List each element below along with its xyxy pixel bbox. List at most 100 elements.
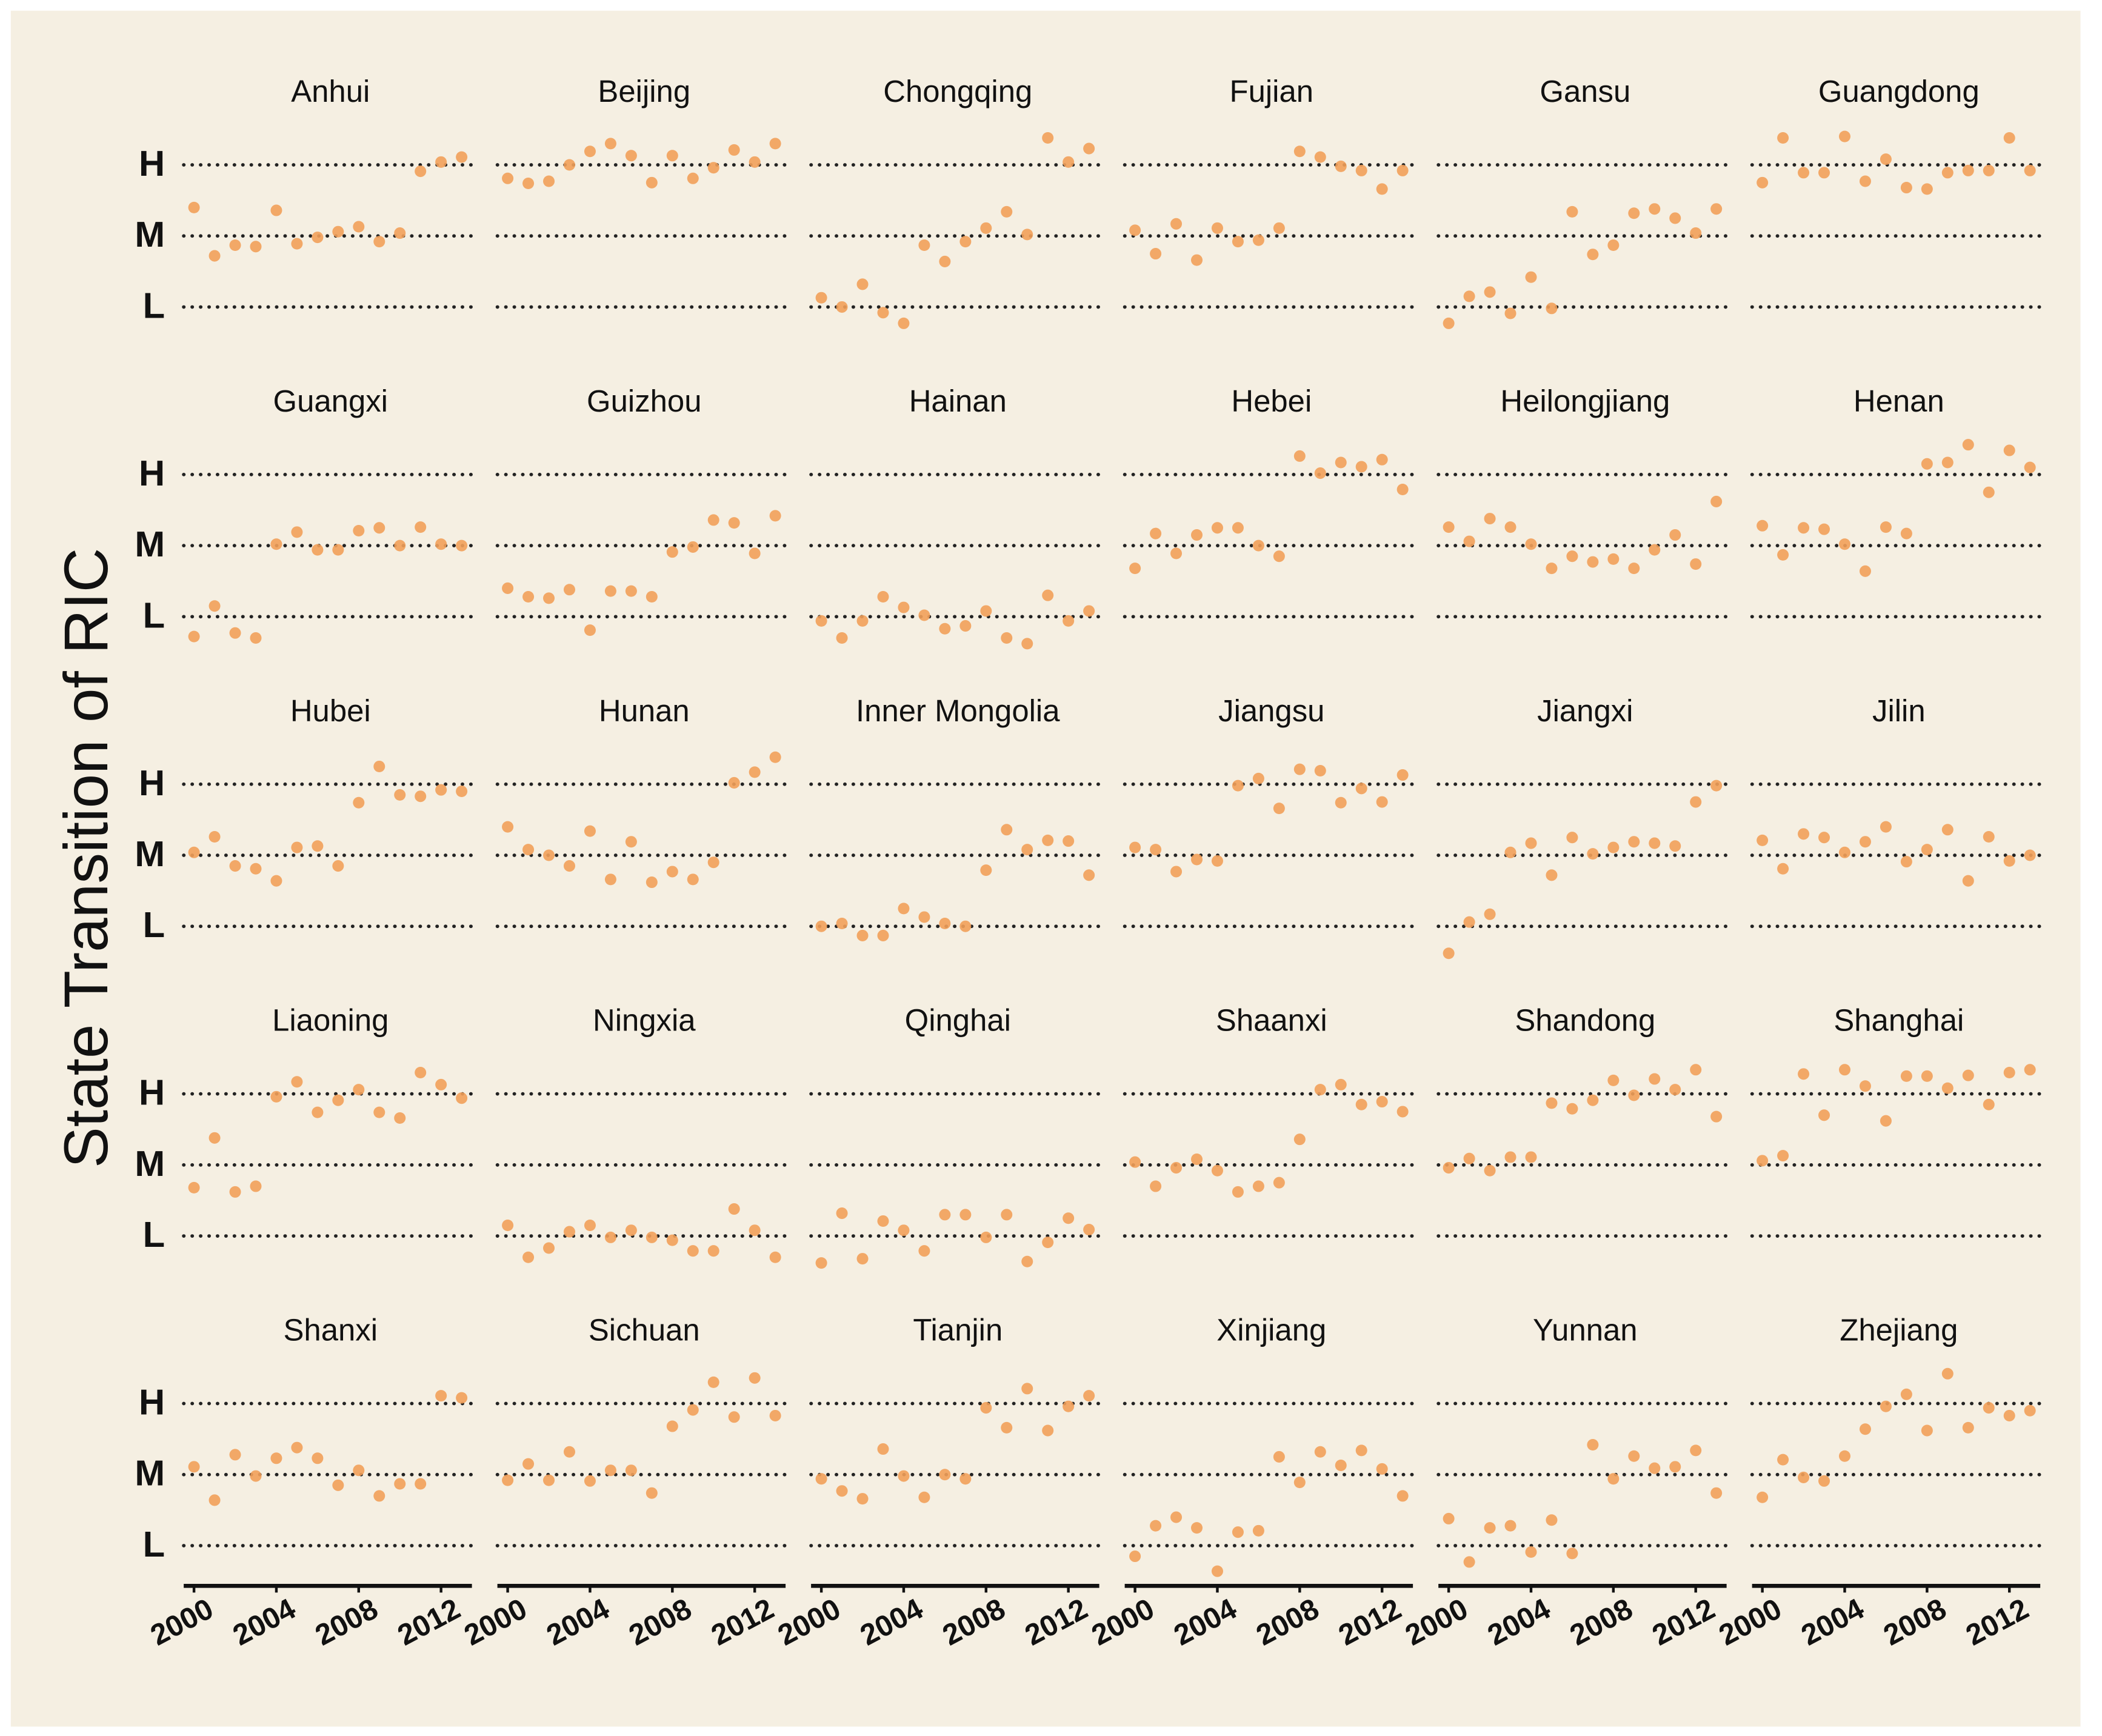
point: [522, 590, 535, 603]
point: [291, 526, 303, 538]
point: [353, 1464, 365, 1477]
point: [229, 239, 241, 251]
point: [1628, 1089, 1640, 1101]
point: [707, 1376, 719, 1388]
point: [959, 1209, 972, 1221]
point: [1001, 1421, 1013, 1434]
point: [877, 1215, 889, 1227]
point: [980, 1402, 992, 1414]
panel-title: Hainan: [909, 384, 1007, 418]
point: [1150, 1180, 1162, 1192]
y-tick-label: H: [139, 1382, 165, 1423]
point: [250, 241, 262, 253]
point: [1690, 796, 1702, 808]
point: [332, 544, 344, 556]
point: [415, 521, 427, 533]
point: [604, 1464, 616, 1477]
point: [1170, 547, 1183, 559]
point: [1063, 1212, 1075, 1224]
point: [1587, 1094, 1599, 1106]
point: [394, 1112, 406, 1124]
point: [1211, 1565, 1223, 1577]
point: [1859, 175, 1871, 187]
point: [1396, 1490, 1409, 1502]
point: [188, 630, 200, 643]
point: [1669, 1461, 1681, 1473]
point: [646, 1231, 658, 1243]
point: [918, 1245, 930, 1257]
point: [1607, 1473, 1620, 1485]
point: [1628, 563, 1640, 575]
point: [666, 1420, 678, 1432]
point: [1649, 837, 1661, 849]
point: [1838, 1064, 1851, 1076]
point: [1443, 1162, 1455, 1174]
point: [229, 1449, 241, 1461]
point: [898, 1224, 910, 1237]
point: [1504, 307, 1516, 319]
point: [749, 547, 761, 559]
point: [270, 204, 282, 216]
point: [353, 221, 365, 233]
point: [1628, 836, 1640, 848]
point: [1710, 1487, 1723, 1499]
point: [728, 144, 740, 156]
point: [291, 841, 303, 853]
point: [1546, 1097, 1558, 1109]
point: [707, 162, 719, 174]
panel-title: Liaoning: [272, 1003, 389, 1038]
y-tick-label: L: [143, 285, 165, 326]
point: [250, 1470, 262, 1482]
point: [959, 1473, 972, 1485]
point: [815, 292, 827, 304]
point: [1649, 203, 1661, 215]
point: [687, 1404, 699, 1416]
point: [435, 1078, 447, 1090]
point: [1504, 846, 1516, 858]
point: [209, 831, 221, 843]
panel-title: Shandong: [1515, 1003, 1655, 1038]
point: [1798, 522, 1810, 534]
point: [2024, 461, 2036, 473]
point: [229, 1186, 241, 1198]
point: [666, 150, 678, 162]
point: [898, 317, 910, 329]
point: [1083, 605, 1095, 617]
point: [394, 1478, 406, 1490]
point: [1293, 1133, 1306, 1146]
point: [980, 1231, 992, 1243]
point: [666, 546, 678, 558]
point: [1710, 203, 1723, 215]
point: [815, 920, 827, 932]
point: [332, 860, 344, 872]
point: [877, 307, 889, 319]
point: [1314, 467, 1326, 479]
point: [502, 582, 514, 594]
point: [1063, 615, 1075, 627]
point: [1314, 764, 1326, 777]
point: [1314, 1084, 1326, 1096]
point: [707, 514, 719, 526]
point: [1355, 461, 1367, 473]
point: [687, 541, 699, 553]
point: [898, 903, 910, 915]
point: [1252, 1180, 1264, 1192]
point: [291, 238, 303, 250]
point: [1859, 1423, 1871, 1435]
point: [769, 1409, 781, 1421]
point: [1170, 1162, 1183, 1174]
point: [1021, 1383, 1033, 1395]
y-tick-label: H: [139, 143, 165, 184]
point: [456, 1392, 468, 1404]
panel-title: Chongqing: [883, 74, 1032, 109]
point: [1484, 513, 1496, 525]
point: [522, 844, 535, 856]
point: [1649, 1462, 1661, 1474]
point: [1443, 947, 1455, 960]
point: [1690, 558, 1702, 570]
point: [522, 1251, 535, 1263]
point: [769, 1251, 781, 1263]
y-tick-label: M: [135, 1453, 165, 1494]
point: [769, 751, 781, 763]
